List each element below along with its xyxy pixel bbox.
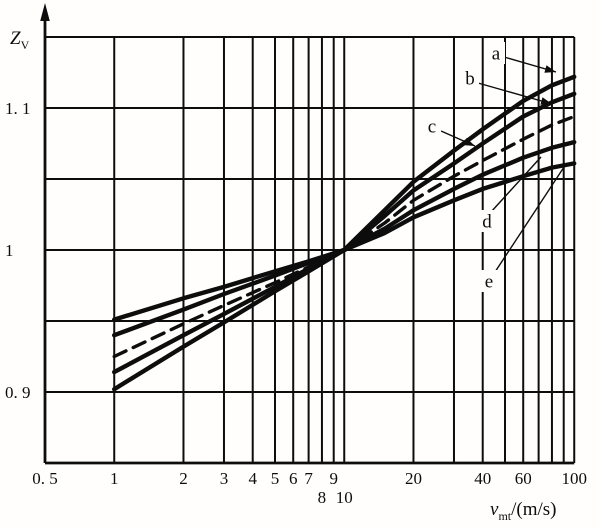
x-tick-label-4: 4 — [248, 469, 257, 488]
curve-label-bg-d — [478, 210, 496, 232]
x-tick-label-20: 20 — [405, 469, 422, 488]
x-tick-label-8: 8 — [318, 488, 327, 507]
x-tick-label-05: 0. 5 — [32, 469, 58, 488]
curve-d — [112, 139, 577, 338]
x-axis-title-sub: mt — [498, 508, 512, 523]
curve-label-bg-e — [480, 270, 498, 292]
x-tick-label-100: 100 — [561, 469, 587, 488]
x-tick-label-3: 3 — [220, 469, 229, 488]
x-axis-title-rest: /(m/s) — [511, 499, 557, 520]
x-tick-label-1: 1 — [110, 469, 119, 488]
y-axis-title-main: Z — [10, 28, 21, 49]
leader-line-b — [477, 82, 553, 105]
curve-label-bg-a — [487, 42, 505, 64]
x-tick-label-10: 10 — [336, 488, 353, 507]
y-tick-label-11: 1. 1 — [5, 99, 31, 118]
x-tick-label-2: 2 — [179, 469, 188, 488]
x-tick-label-60: 60 — [515, 469, 532, 488]
x-tick-label-6: 6 — [289, 469, 298, 488]
curve-label-d: d — [482, 212, 492, 233]
y-axis-arrow-icon — [40, 3, 50, 21]
curve-label-bg-c — [423, 115, 441, 137]
x-tick-label-7: 7 — [304, 469, 313, 488]
x-tick-label-5: 5 — [271, 469, 280, 488]
y-axis-title-sub: V — [20, 37, 30, 52]
curve-b — [112, 91, 577, 375]
curve-label-e: e — [485, 272, 493, 293]
curve-label-bg-b — [461, 67, 479, 89]
y-tick-label-1: 1 — [5, 241, 14, 260]
x-tick-label-9: 9 — [329, 469, 338, 488]
curve-label-c: c — [428, 117, 436, 138]
leader-arrow-icon-b — [540, 97, 552, 105]
curve-a — [112, 74, 577, 392]
x-axis-title-var: v — [490, 499, 499, 520]
leader-line-d — [490, 156, 542, 213]
leader-line-e — [494, 163, 567, 273]
x-axis-title: vmt/(m/s) — [490, 499, 557, 524]
y-tick-label-09: 0. 9 — [5, 383, 31, 402]
leader-arrow-icon-a — [544, 65, 556, 73]
curve-label-b: b — [465, 69, 475, 90]
x-tick-label-40: 40 — [474, 469, 491, 488]
curve-c — [112, 114, 576, 359]
leader-arrow-icon-c — [463, 138, 475, 146]
curve-label-a: a — [492, 44, 501, 65]
y-axis-title: ZV — [10, 28, 29, 53]
